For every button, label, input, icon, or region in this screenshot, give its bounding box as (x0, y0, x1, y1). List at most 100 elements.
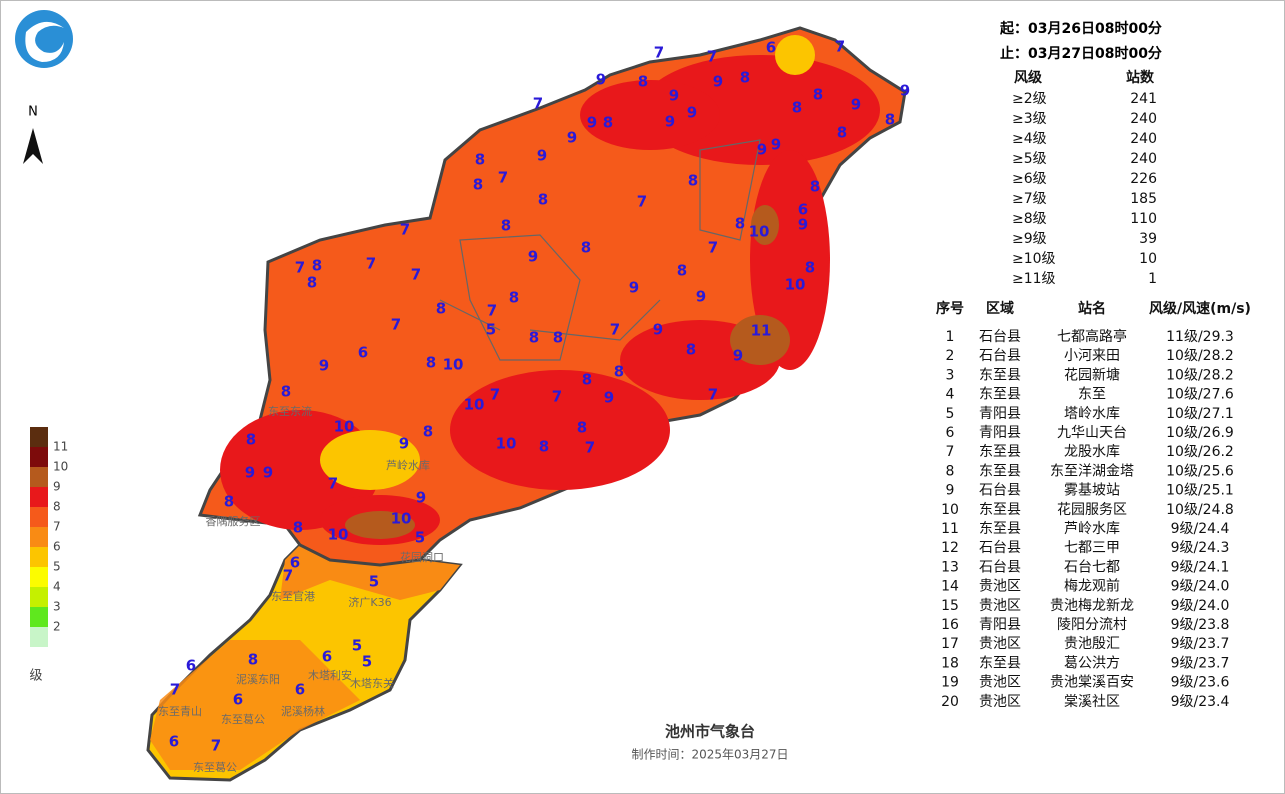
wind-level: 8 (538, 191, 548, 209)
station-cell: 3 (946, 367, 955, 383)
place-name: 木塔东关 (350, 676, 394, 690)
wind-level: 8 (582, 371, 592, 389)
legend-swatch (30, 467, 48, 487)
summary-count: 241 (1130, 91, 1157, 107)
legend-swatch (30, 567, 48, 587)
station-cell: 10级/25.6 (1166, 463, 1234, 479)
wind-level: 6 (766, 39, 776, 57)
wind-level: 9 (851, 96, 861, 114)
station-cell: 18 (941, 655, 959, 671)
station-cell: 棠溪社区 (1064, 694, 1120, 710)
wind-level: 6 (358, 344, 368, 362)
summary-level: ≥11级 (1012, 271, 1056, 287)
station-cell: 贵池殷汇 (1064, 636, 1120, 652)
wind-level: 7 (654, 44, 664, 62)
station-cell: 雾基坡站 (1064, 482, 1120, 499)
wind-level: 6 (233, 691, 243, 709)
wind-level: 8 (224, 493, 234, 511)
compass-label: N (28, 105, 38, 120)
summary-level: ≥2级 (1012, 91, 1047, 107)
wind-level: 8 (686, 341, 696, 359)
wind-level: 7 (552, 388, 562, 406)
station-cell: 东至县 (979, 444, 1021, 460)
station-cell: 贵池区 (979, 598, 1021, 614)
station-cell: 东至县 (979, 367, 1021, 383)
station-cell: 9级/24.4 (1171, 521, 1230, 537)
legend-label: 9 (53, 480, 61, 494)
summary-header: 风级 (1014, 69, 1043, 86)
wind-level: 8 (735, 215, 745, 233)
wind-level: 7 (170, 681, 180, 699)
wind-level: 7 (533, 95, 543, 113)
station-cell: 石台县 (979, 329, 1021, 345)
station-cell: 青阳县 (979, 425, 1021, 441)
station-cell: 东至 (1078, 387, 1106, 403)
station-cell: 20 (941, 694, 959, 710)
wind-level: 9 (263, 464, 273, 482)
station-cell: 9 (946, 483, 955, 499)
station-header: 站名 (1078, 300, 1106, 317)
wind-level: 6 (798, 201, 808, 219)
station-cell: 七都高路亭 (1057, 328, 1127, 345)
legend-swatch (30, 587, 48, 607)
place-name: 东至葛公 (221, 713, 265, 726)
station-cell: 贵池区 (979, 636, 1021, 652)
station-cell: 九华山天台 (1057, 425, 1127, 441)
wind-level: 8 (539, 438, 549, 456)
wind-level: 7 (835, 38, 845, 56)
station-cell: 15 (941, 598, 959, 614)
station-cell: 10 (941, 502, 959, 518)
wind-level: 7 (490, 386, 500, 404)
station-cell: 11级/29.3 (1166, 329, 1234, 345)
wind-level: 9 (713, 73, 723, 91)
station-cell: 9级/23.8 (1171, 617, 1230, 633)
wind-level: 8 (805, 259, 815, 277)
station-cell: 石台县 (979, 348, 1021, 364)
org: 池州市气象台 (665, 723, 755, 741)
wind-level: 10 (749, 223, 770, 241)
place-name: 东至青山 (158, 705, 202, 718)
station-cell: 6 (946, 425, 955, 441)
place-name: 东至葛公 (193, 761, 237, 774)
wind-level: 11 (751, 322, 772, 340)
wind-level: 7 (391, 316, 401, 334)
station-cell: 塔岭水库 (1064, 406, 1120, 422)
wind-level: 6 (290, 554, 300, 572)
station-cell: 10级/28.2 (1166, 367, 1234, 383)
station-cell: 9级/24.0 (1171, 579, 1230, 595)
station-cell: 9级/24.3 (1171, 540, 1230, 556)
legend-label: 3 (53, 600, 61, 614)
summary-count: 10 (1139, 251, 1157, 267)
legend-swatch (30, 487, 48, 507)
legend-label: 8 (53, 500, 61, 514)
place-name: 东至官港 (271, 589, 315, 603)
station-header: 风级/风速(m/s) (1149, 300, 1251, 317)
wind-level: 8 (475, 151, 485, 169)
wind-level: 8 (614, 363, 624, 381)
station-cell: 9级/23.7 (1171, 636, 1230, 652)
summary-level: ≥7级 (1012, 191, 1047, 207)
wind-level: 9 (416, 489, 426, 507)
wind-level: 8 (501, 217, 511, 235)
summary-count: 240 (1130, 131, 1157, 147)
wind-level: 8 (677, 262, 687, 280)
station-cell: 七都三甲 (1064, 540, 1120, 556)
legend-swatch (30, 507, 48, 527)
station-cell: 贵池区 (979, 694, 1021, 710)
wind-level: 6 (295, 681, 305, 699)
wind-level: 9 (900, 82, 910, 100)
legend-label: 5 (53, 560, 61, 574)
wind-level: 8 (423, 423, 433, 441)
legend-label: 4 (53, 580, 61, 594)
station-cell: 贵池区 (979, 675, 1021, 691)
wind-level: 8 (553, 329, 563, 347)
station-cell: 11 (941, 521, 959, 537)
summary-level: ≥3级 (1012, 111, 1047, 127)
place-name: 泥溪东阳 (236, 673, 280, 686)
station-cell: 石台县 (979, 559, 1021, 575)
wind-level: 9 (798, 216, 808, 234)
wind-level: 6 (186, 657, 196, 675)
wind-level: 8 (577, 419, 587, 437)
wind-level: 7 (487, 302, 497, 320)
summary-count: 240 (1130, 151, 1157, 167)
